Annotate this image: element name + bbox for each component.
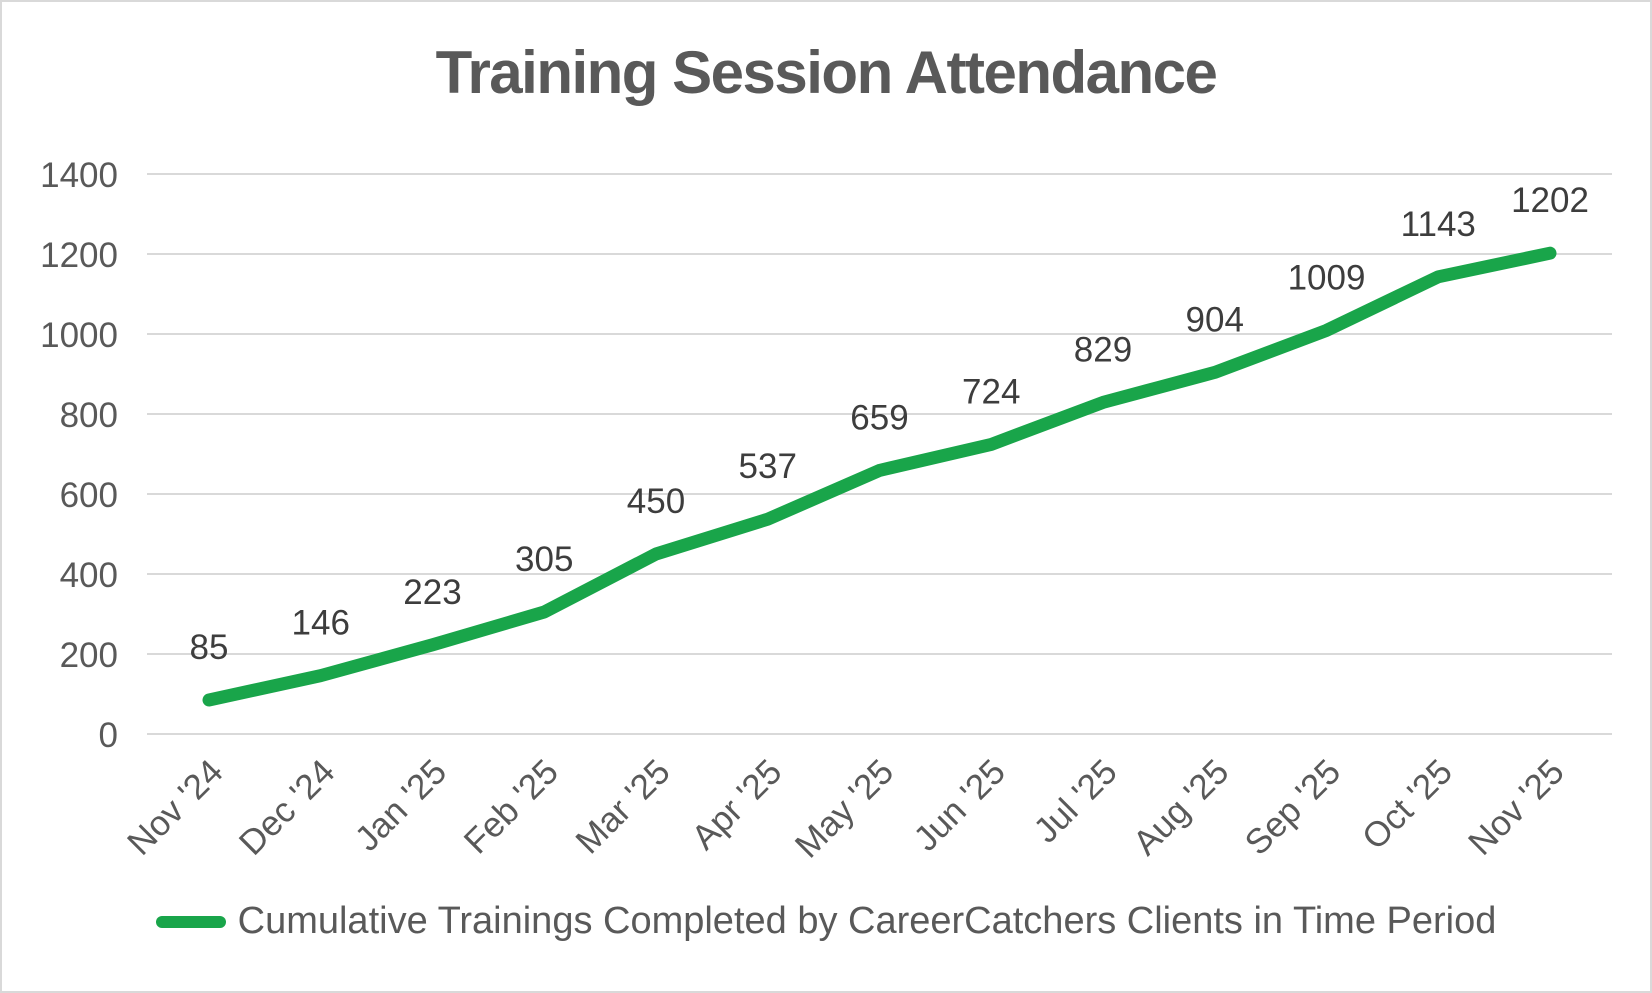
x-axis-tick-label: Oct '25 (1355, 752, 1460, 857)
x-axis-tick-label: Aug '25 (1126, 752, 1237, 863)
data-label: 1009 (1288, 258, 1366, 297)
legend: Cumulative Trainings Completed by Career… (2, 900, 1650, 943)
x-axis-tick-label: Mar '25 (568, 752, 677, 861)
data-label: 305 (515, 540, 573, 579)
series-line (202, 246, 1557, 707)
data-label: 724 (962, 372, 1020, 411)
data-label: 223 (403, 573, 461, 612)
data-label: 829 (1074, 330, 1132, 369)
x-axis-tick-label: Jun '25 (906, 752, 1013, 859)
data-label: 146 (292, 604, 350, 643)
data-label: 1202 (1511, 181, 1589, 220)
x-axis-tick-label: Nov '24 (120, 752, 231, 863)
x-axis-tick-label: Feb '25 (457, 752, 566, 861)
y-axis-tick-label: 1000 (40, 316, 118, 355)
data-label: 537 (739, 447, 797, 486)
x-axis-tick-label: Jul '25 (1026, 752, 1124, 850)
x-axis-tick-label: Apr '25 (684, 752, 789, 857)
legend-series-label: Cumulative Trainings Completed by Career… (237, 900, 1497, 942)
data-label: 904 (1186, 300, 1244, 339)
y-axis-tick-label: 800 (60, 396, 118, 435)
y-axis-tick-label: 0 (99, 716, 118, 755)
y-axis-tick-label: 600 (60, 476, 118, 515)
chart-title: Training Session Attendance (435, 39, 1218, 106)
y-axis-tick-label: 1200 (40, 236, 118, 275)
y-axis-tick-label: 400 (60, 556, 118, 595)
x-axis-tick-label: May '25 (788, 752, 901, 865)
x-axis-tick-label: Nov '25 (1461, 752, 1572, 863)
data-label: 1143 (1401, 205, 1476, 244)
data-label: 85 (190, 628, 229, 667)
x-axis-tick-label: Dec '24 (232, 752, 343, 863)
x-axis-tick-label: Jan '25 (348, 752, 455, 859)
data-label: 659 (850, 398, 908, 437)
x-axis-tick-label: Sep '25 (1237, 752, 1348, 863)
data-label: 450 (627, 482, 685, 521)
y-axis-tick-label: 200 (60, 636, 118, 675)
y-axis-tick-label: 1400 (40, 156, 118, 195)
legend-line-swatch (155, 915, 226, 928)
